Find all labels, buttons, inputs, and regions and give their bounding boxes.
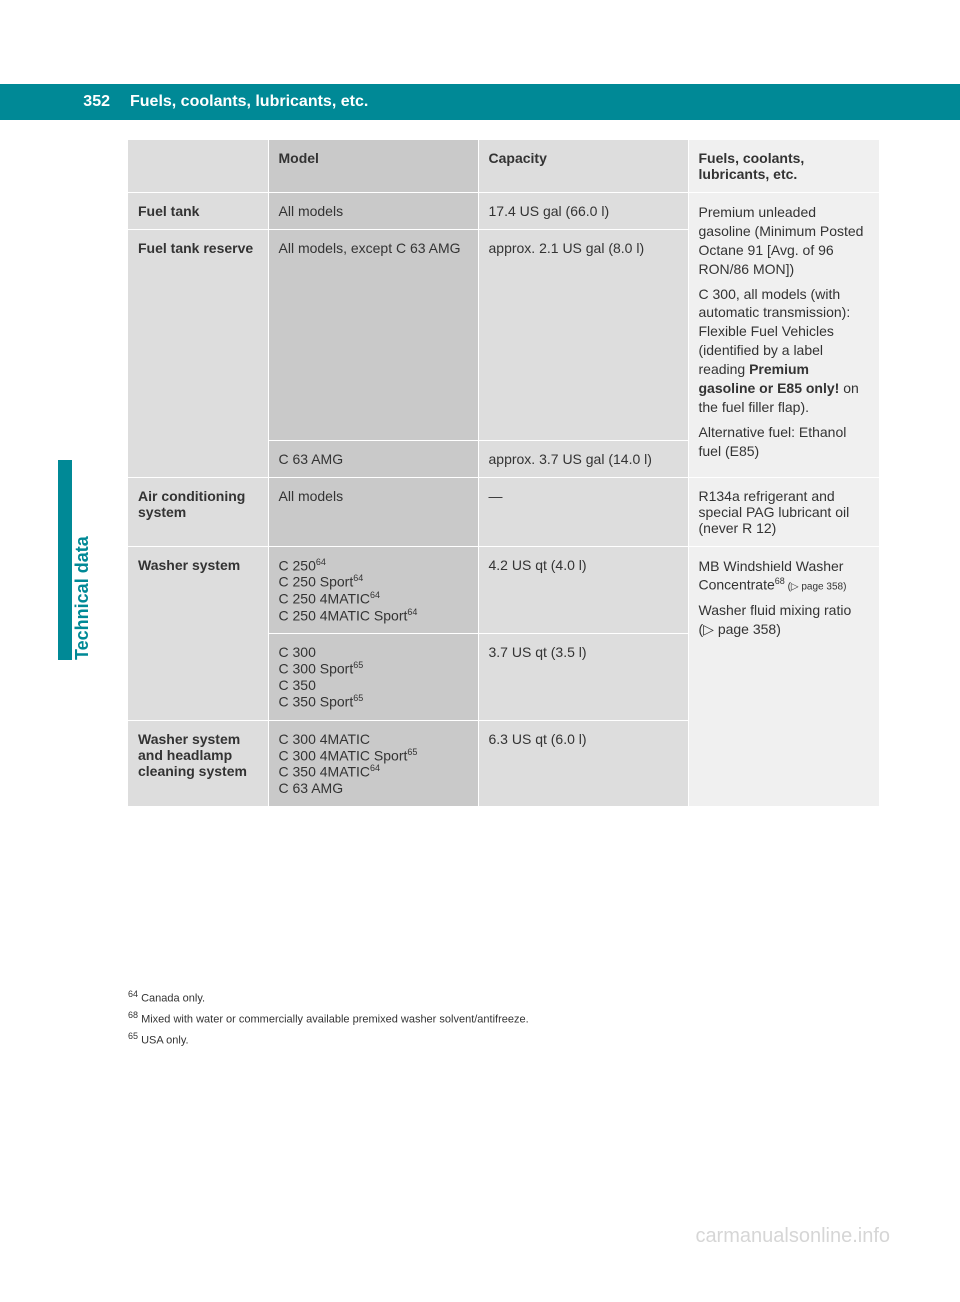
content-area: Model Capacity Fuels, coolants, lubrican…: [128, 140, 880, 1051]
washer-hl-m-l4: C 63 AMG: [279, 780, 344, 796]
fn-64-num: 64: [128, 989, 138, 999]
side-tab-marker: [58, 460, 72, 660]
washer-spec-1a-sup: 68: [775, 576, 785, 586]
th-fuels: Fuels, coolants, lubricants, etc.: [688, 140, 880, 193]
fuel-spec-3: Alternative fuel: Ethanol fuel (E85): [699, 424, 847, 459]
washer-m2-l3: C 350: [279, 677, 316, 693]
cell-washer-c1: 4.2 US qt (4.0 l): [478, 546, 688, 634]
washer-hl-m-s2: 65: [407, 747, 417, 757]
washer-m1-l4: C 250 4MATIC Sport: [279, 607, 408, 623]
washer-m2-l2: C 300 Sport: [279, 661, 354, 677]
washer-m1-l1: C 250: [279, 557, 316, 573]
th-model: Model: [268, 140, 478, 193]
th-empty: [128, 140, 268, 193]
row-washer-hl-label: Washer system and headlamp cleaning syst…: [128, 720, 268, 806]
fn-64: Canada only.: [138, 992, 205, 1004]
washer-spec-2: Washer fluid mixing ratio (▷ page 358): [699, 602, 852, 637]
footnotes: 64 Canada only. 68 Mixed with water or c…: [128, 987, 880, 1051]
cell-ac-model: All models: [268, 477, 478, 546]
washer-m1-s1: 64: [316, 557, 326, 567]
washer-hl-m-l2: C 300 4MATIC Sport: [279, 747, 408, 763]
row-fuel-reserve-label: Fuel tank reserve: [128, 230, 268, 478]
washer-m2-s4: 65: [353, 693, 363, 703]
washer-m2-l1: C 300: [279, 644, 316, 660]
watermark: carmanualsonline.info: [695, 1225, 890, 1248]
washer-m1-s3: 64: [370, 590, 380, 600]
cell-fuel-spec: Premium unleaded gasoline (Minimum Poste…: [688, 193, 880, 478]
fn-68: Mixed with water or commercially availab…: [138, 1014, 529, 1026]
side-section-label: Technical data: [72, 536, 93, 660]
cell-washer-c2: 3.7 US qt (3.5 l): [478, 634, 688, 720]
cell-fuel-tank-model: All models: [268, 193, 478, 230]
th-capacity: Capacity: [478, 140, 688, 193]
washer-hl-m-s3: 64: [370, 763, 380, 773]
fn-68-num: 68: [128, 1010, 138, 1020]
washer-spec-1b: (▷ page 358): [785, 582, 847, 593]
capacities-table: Model Capacity Fuels, coolants, lubrican…: [128, 140, 880, 807]
page-header: 352 Fuels, coolants, lubricants, etc.: [0, 84, 960, 120]
cell-ac-capacity: —: [478, 477, 688, 546]
cell-washer-m2: C 300 C 300 Sport65 C 350 C 350 Sport65: [268, 634, 478, 720]
cell-fuel-reserve-model1: All models, except C 63 AMG: [268, 230, 478, 441]
page-title: Fuels, coolants, lubricants, etc.: [120, 84, 960, 120]
row-fuel-tank-label: Fuel tank: [128, 193, 268, 230]
fuel-spec-1: Premium unleaded gasoline (Minimum Poste…: [699, 204, 864, 277]
washer-m2-s2: 65: [353, 660, 363, 670]
cell-fuel-reserve-cap1: approx. 2.1 US gal (8.0 l): [478, 230, 688, 441]
washer-m1-s4: 64: [407, 607, 417, 617]
washer-m1-l2: C 250 Sport: [279, 574, 354, 590]
cell-fuel-reserve-model2: C 63 AMG: [268, 440, 478, 477]
cell-washer-hl-model: C 300 4MATIC C 300 4MATIC Sport65 C 350 …: [268, 720, 478, 806]
cell-fuel-tank-capacity: 17.4 US gal (66.0 l): [478, 193, 688, 230]
washer-m2-l4: C 350 Sport: [279, 694, 354, 710]
fn-65-num: 65: [128, 1031, 138, 1041]
cell-ac-spec: R134a refrigerant and special PAG lubric…: [688, 477, 880, 546]
cell-washer-spec: MB Windshield Washer Concentrate68 (▷ pa…: [688, 546, 880, 806]
page-number: 352: [0, 84, 120, 120]
washer-m1-s2: 64: [353, 573, 363, 583]
cell-washer-m1: C 25064 C 250 Sport64 C 250 4MATIC64 C 2…: [268, 546, 478, 634]
cell-washer-hl-cap: 6.3 US qt (6.0 l): [478, 720, 688, 806]
row-ac-label: Air conditioning system: [128, 477, 268, 546]
row-washer-label: Washer system: [128, 546, 268, 720]
washer-m1-l3: C 250 4MATIC: [279, 591, 371, 607]
cell-fuel-reserve-cap2: approx. 3.7 US gal (14.0 l): [478, 440, 688, 477]
washer-hl-m-l3: C 350 4MATIC: [279, 764, 371, 780]
fn-65: USA only.: [138, 1035, 189, 1047]
washer-hl-m-l1: C 300 4MATIC: [279, 731, 371, 747]
